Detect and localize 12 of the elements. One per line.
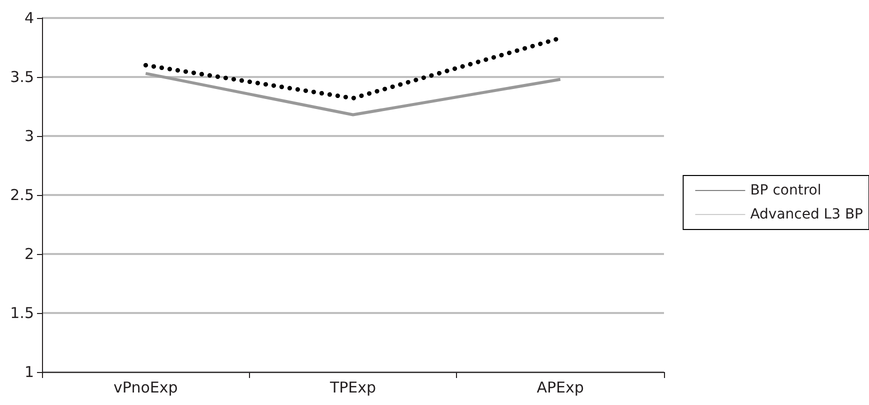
x-tick-label: APExp [536,378,584,396]
y-tick-label: 2 [24,245,34,263]
y-tick-label: 3.5 [10,68,34,86]
y-tick-label: 3 [24,127,34,145]
y-tick-label: 2.5 [10,186,34,204]
legend-label: Advanced L3 BP [750,206,864,222]
x-tick-label: TPExp [328,378,376,396]
legend-label: BP control [750,182,822,198]
y-tick-label: 4 [24,9,34,27]
y-tick-label: 1 [24,363,34,381]
x-tick-label: vPnoExp [114,378,178,396]
y-tick-label: 1.5 [10,304,34,322]
